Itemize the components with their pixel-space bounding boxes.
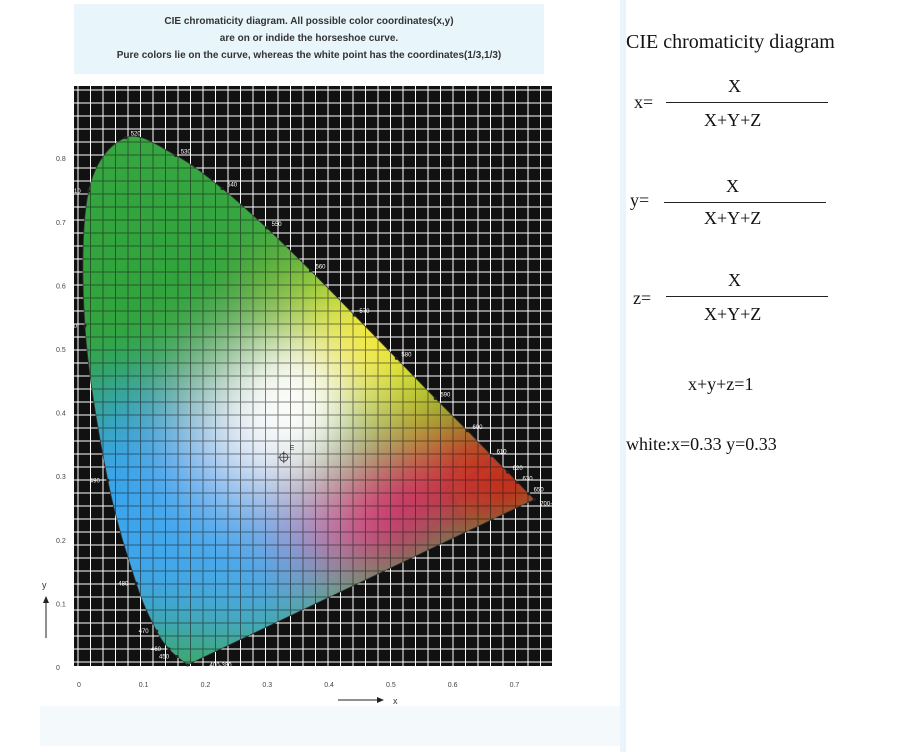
x-axis-label: x [393,696,398,706]
caption-line-2: are on or indide the horseshoe curve. [219,33,399,44]
x-tick-label: 0.5 [386,682,396,689]
wavelength-marker [155,629,159,633]
wavelength-marker [185,663,190,667]
y-equation-denominator: X+Y+Z [704,208,762,228]
wavelength-marker [532,497,536,502]
wavelength-marker [83,324,87,328]
y-fraction-bar [664,202,826,203]
x-fraction-bar [666,102,828,103]
wavelength-label: 630 [523,476,534,482]
caption-line-1: CIE chromaticity diagram. All possible c… [164,16,454,27]
panel-divider [620,0,626,752]
y-axis-label: y [42,580,47,590]
caption-line-3: Pure colors lie on the curve, whereas th… [116,50,502,61]
wavelength-marker [124,135,128,140]
x-tick-label: 0.3 [262,682,272,689]
wavelength-label: 480 [118,581,129,587]
y-equation-lhs: y= [630,190,650,210]
caption-banner: CIE chromaticity diagram. All possible c… [74,4,544,74]
x-equation-denominator: X+Y+Z [704,110,762,130]
y-tick-label: 0.6 [56,283,66,290]
wavelength-label: 590 [440,392,451,398]
x-axis-arrow: x [338,696,398,706]
wavelength-label: 620 [513,466,524,472]
y-tick-label: 0.4 [56,411,66,418]
x-tick-label: 0.4 [324,682,334,689]
wavelength-label: 510 [71,189,82,195]
wavelength-marker [106,478,110,482]
white-point-marker: E [277,445,295,464]
wavelength-marker [433,396,437,400]
wavelength-marker [265,226,269,230]
y-tick-label: 0.5 [56,347,66,354]
y-tick-label: 0.3 [56,474,66,481]
x-tick-label: 0.6 [448,682,458,689]
wavelength-label: 700-750 [540,501,563,507]
wavelength-label: 450 [159,655,170,661]
wavelength-marker [308,268,313,273]
x-tick-label: 0 [77,682,81,689]
wavelength-label: 470 [139,629,150,635]
wavelength-label: 650 [534,488,545,494]
axis-ticks: 0 0.1 0.2 0.3 0.4 0.5 0.6 0.7 0 0.1 0.2 0.3 0.4 0.5 0.… [56,156,519,689]
y-tick-label: 0.7 [56,220,66,227]
z-equation-numerator: X [728,270,741,290]
wavelength-label: 550 [272,222,283,228]
equations-title: CIE chromaticity diagram [626,31,835,53]
wavelength-label: 500 [67,324,78,330]
z-equation-denominator: X+Y+Z [704,304,762,324]
y-equation-numerator: X [726,176,739,196]
wavelength-marker [506,470,510,474]
y-tick-label: 0 [56,665,60,672]
white-point-label: E [290,445,295,452]
wavelength-label: 490 [90,478,101,484]
wavelength-marker [167,647,171,651]
wavelength-marker [175,654,179,659]
wavelength-label: 530 [181,149,192,155]
wavelength-label: 540 [227,182,238,188]
x-tick-label: 0.1 [139,682,149,689]
x-tick-label: 0.7 [510,682,520,689]
wavelength-marker [174,153,178,157]
sum-identity: x+y+z=1 [688,374,754,394]
y-axis-arrow: y [42,580,49,638]
white-point-text: white:x=0.33 y=0.33 [626,434,777,454]
y-tick-label: 0.2 [56,538,66,545]
wavelength-label: 600 [472,425,483,431]
wavelength-label: 460 [151,647,162,653]
wavelength-marker [465,429,470,433]
x-tick-label: 0.2 [201,682,211,689]
wavelength-marker [489,453,494,458]
wavelength-marker [87,189,91,193]
z-equation-lhs: z= [633,288,652,308]
wavelength-label: 400-380 [210,663,233,669]
x-equation-lhs: x= [634,92,654,112]
wavelength-marker [515,480,520,484]
wavelength-marker [352,313,356,317]
wavelength-label: 580 [401,352,412,358]
wavelength-marker [220,186,224,191]
z-fraction-bar [666,296,828,297]
x-equation-numerator: X [728,76,741,96]
wavelength-marker [134,581,138,586]
wavelength-marker [394,356,399,360]
wavelength-label: 560 [316,265,327,271]
wavelength-label: 610 [497,450,508,456]
y-tick-label: 0.8 [56,156,66,163]
wavelength-label: 570 [359,309,370,315]
footer-strip [40,706,620,746]
wavelength-marker [527,492,531,496]
wavelength-label: 520 [131,132,142,138]
y-tick-label: 0.1 [56,601,66,608]
